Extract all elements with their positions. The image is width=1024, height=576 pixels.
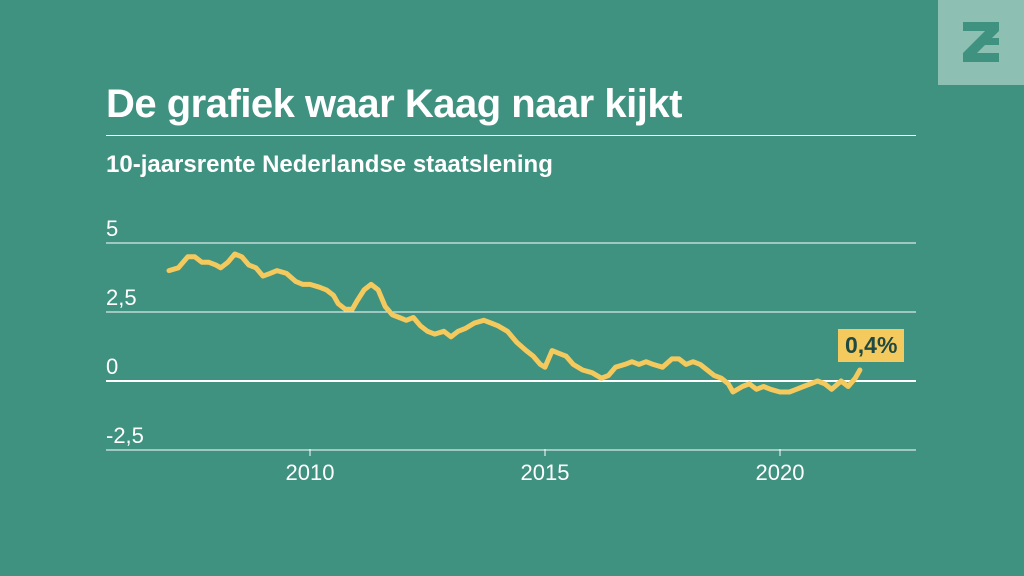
y-tick-label: 5 (106, 216, 118, 241)
end-value-label: 0,4% (838, 329, 905, 362)
series-line-0 (166, 251, 863, 395)
chart-subtitle: 10-jaarsrente Nederlandse staatslening (106, 151, 553, 178)
y-tick-label: -2,5 (106, 423, 144, 448)
x-tick-label: 2015 (521, 460, 570, 485)
page-title: De grafiek waar Kaag naar kijkt (106, 82, 682, 126)
z-logo-icon (963, 22, 999, 62)
x-tick-label: 2020 (756, 460, 805, 485)
y-tick-label: 2,5 (106, 285, 137, 310)
title-divider (106, 135, 916, 136)
y-tick-label: 0 (106, 354, 118, 379)
x-tick-label: 2010 (286, 460, 335, 485)
z-logo (938, 0, 1024, 85)
